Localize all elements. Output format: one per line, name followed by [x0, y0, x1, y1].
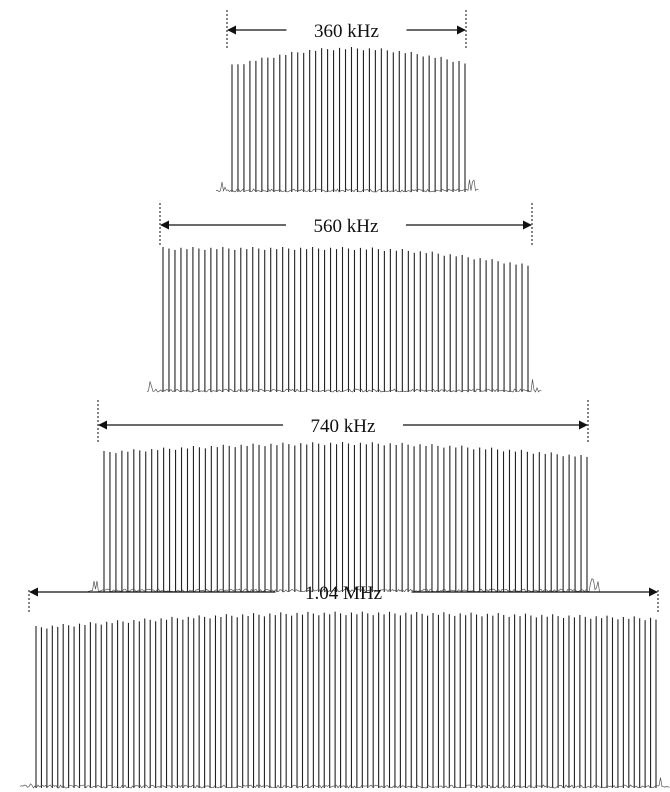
spectral-lines — [35, 611, 657, 788]
spectral-lines — [231, 47, 466, 192]
spectrum-panel-360khz: 360 kHz — [215, 10, 479, 193]
noise-floor — [215, 179, 479, 193]
spectral-lines — [162, 247, 529, 392]
spectrum-panel-740khz: 740 kHz — [87, 400, 602, 593]
spectrum-panel-1-04mhz: 1.04 MHz — [19, 583, 670, 789]
spectral-lines — [103, 442, 588, 592]
bandwidth-label: 560 kHz — [314, 216, 379, 237]
bandwidth-label: 360 kHz — [314, 21, 379, 42]
spectrum-panel-560khz: 560 kHz — [146, 203, 542, 393]
noise-floor — [19, 777, 670, 789]
noise-floor — [146, 379, 542, 393]
bandwidth-label: 1.04 MHz — [305, 583, 382, 604]
bandwidth-label: 740 kHz — [311, 416, 376, 437]
